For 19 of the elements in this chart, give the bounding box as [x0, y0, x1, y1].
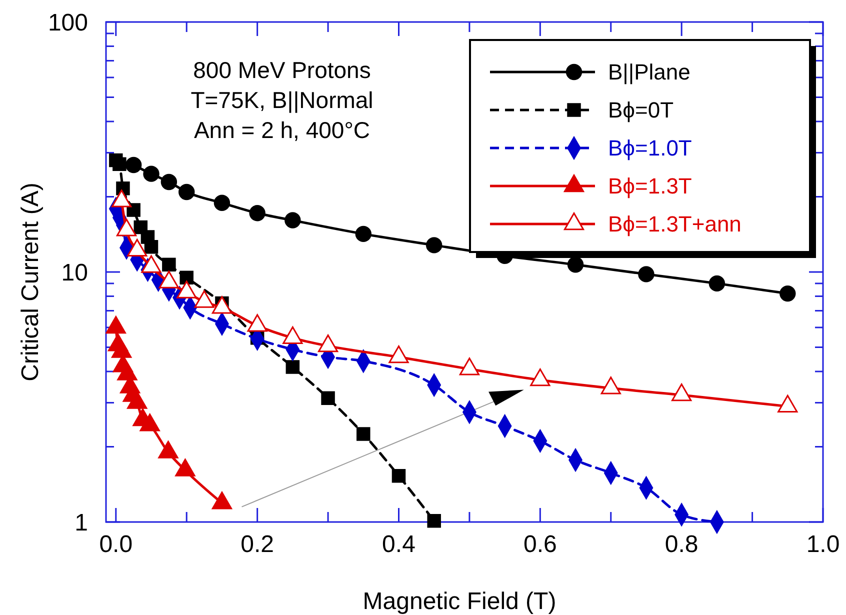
annotation: 800 MeV Protons: [193, 57, 371, 83]
legend-label: Bϕ=1.3T+ann: [608, 212, 742, 237]
x-tick-label: 1.0: [806, 531, 840, 558]
y-tick-label: 1: [74, 509, 88, 536]
x-tick-label: 0.2: [240, 531, 274, 558]
legend-label: Bϕ=0T: [608, 98, 674, 123]
legend-label: Bϕ=1.0T: [608, 136, 692, 161]
x-axis-title: Magnetic Field (T): [362, 588, 556, 615]
x-tick-label: 0.4: [382, 531, 416, 558]
annotation: T=75K, B||Normal: [190, 87, 374, 113]
legend-label: B||Plane: [608, 60, 690, 85]
y-tick-label: 10: [61, 259, 88, 286]
y-tick-label: 100: [48, 9, 88, 36]
x-tick-label: 0.8: [664, 531, 698, 558]
y-axis-title: Critical Current (A): [17, 182, 44, 382]
annotation: Ann = 2 h, 400°C: [194, 117, 370, 143]
x-tick-label: 0.6: [523, 531, 557, 558]
legend-label: Bϕ=1.3T: [608, 174, 692, 199]
x-tick-label: 0.0: [99, 531, 133, 558]
